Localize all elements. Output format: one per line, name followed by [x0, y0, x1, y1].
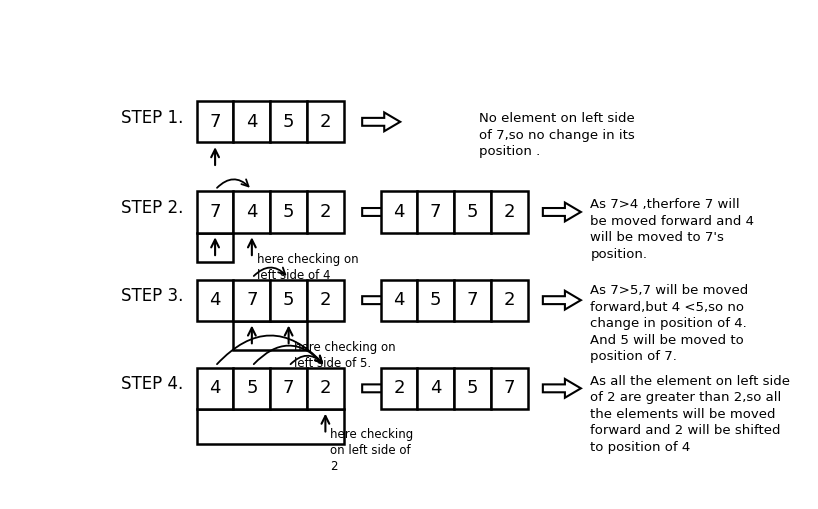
- Bar: [417, 191, 454, 233]
- Bar: [196, 368, 233, 409]
- Text: 2: 2: [320, 203, 331, 221]
- Text: 4: 4: [209, 379, 221, 398]
- Text: here checking on
left side of 5.: here checking on left side of 5.: [294, 342, 395, 371]
- Text: No element on left side
of 7,so no change in its
position .: No element on left side of 7,so no chang…: [479, 112, 636, 158]
- Bar: [491, 368, 528, 409]
- Text: 2: 2: [320, 113, 331, 131]
- Bar: [270, 101, 307, 143]
- Text: STEP 3.: STEP 3.: [121, 287, 184, 305]
- Bar: [380, 279, 417, 321]
- Bar: [417, 279, 454, 321]
- Bar: [380, 191, 417, 233]
- Bar: [270, 279, 307, 321]
- Text: 5: 5: [283, 113, 294, 131]
- Bar: [196, 233, 233, 262]
- Bar: [307, 101, 344, 143]
- Bar: [380, 368, 417, 409]
- Text: 7: 7: [209, 203, 221, 221]
- Bar: [196, 409, 344, 444]
- Text: 7: 7: [467, 291, 479, 309]
- Text: 7: 7: [246, 291, 258, 309]
- Text: 2: 2: [504, 203, 515, 221]
- Text: 2: 2: [320, 291, 331, 309]
- Text: 4: 4: [393, 291, 405, 309]
- Text: here checking on
left side of 4: here checking on left side of 4: [257, 253, 358, 282]
- Bar: [307, 191, 344, 233]
- Text: STEP 1.: STEP 1.: [121, 109, 184, 127]
- Text: 2: 2: [393, 379, 405, 398]
- Text: As 7>5,7 will be moved
forward,but 4 <5,so no
change in position of 4.
And 5 wil: As 7>5,7 will be moved forward,but 4 <5,…: [591, 285, 748, 363]
- Polygon shape: [543, 203, 581, 221]
- Bar: [233, 321, 307, 350]
- Bar: [454, 368, 491, 409]
- Bar: [454, 191, 491, 233]
- Bar: [270, 191, 307, 233]
- Text: 4: 4: [246, 203, 258, 221]
- Text: 5: 5: [467, 379, 479, 398]
- Text: 2: 2: [504, 291, 515, 309]
- Bar: [417, 368, 454, 409]
- Text: 4: 4: [430, 379, 442, 398]
- Text: STEP 2.: STEP 2.: [121, 199, 184, 217]
- Text: As all the element on left side
of 2 are greater than 2,so all
the elements will: As all the element on left side of 2 are…: [591, 375, 790, 454]
- Polygon shape: [362, 291, 400, 309]
- Bar: [233, 101, 270, 143]
- Text: here checking
on left side of
2: here checking on left side of 2: [330, 428, 414, 472]
- Text: 4: 4: [209, 291, 221, 309]
- Bar: [196, 279, 233, 321]
- Text: 7: 7: [504, 379, 515, 398]
- Bar: [307, 368, 344, 409]
- Text: 4: 4: [246, 113, 258, 131]
- Text: 5: 5: [246, 379, 258, 398]
- Text: 4: 4: [393, 203, 405, 221]
- Bar: [233, 279, 270, 321]
- Text: 5: 5: [283, 291, 294, 309]
- Polygon shape: [543, 379, 581, 398]
- Bar: [491, 191, 528, 233]
- Text: 7: 7: [430, 203, 442, 221]
- Bar: [454, 279, 491, 321]
- Bar: [233, 191, 270, 233]
- Text: 5: 5: [430, 291, 442, 309]
- Text: 7: 7: [283, 379, 294, 398]
- Text: As 7>4 ,therfore 7 will
be moved forward and 4
will be moved to 7's
position.: As 7>4 ,therfore 7 will be moved forward…: [591, 198, 754, 261]
- Text: 7: 7: [209, 113, 221, 131]
- Bar: [233, 368, 270, 409]
- Polygon shape: [362, 112, 400, 131]
- Bar: [307, 279, 344, 321]
- Text: 5: 5: [283, 203, 294, 221]
- Text: 5: 5: [467, 203, 479, 221]
- Polygon shape: [362, 203, 400, 221]
- Polygon shape: [362, 379, 400, 398]
- Text: STEP 4.: STEP 4.: [121, 376, 183, 393]
- Bar: [270, 368, 307, 409]
- Bar: [196, 191, 233, 233]
- Text: 2: 2: [320, 379, 331, 398]
- Polygon shape: [543, 291, 581, 309]
- Bar: [491, 279, 528, 321]
- Bar: [196, 101, 233, 143]
